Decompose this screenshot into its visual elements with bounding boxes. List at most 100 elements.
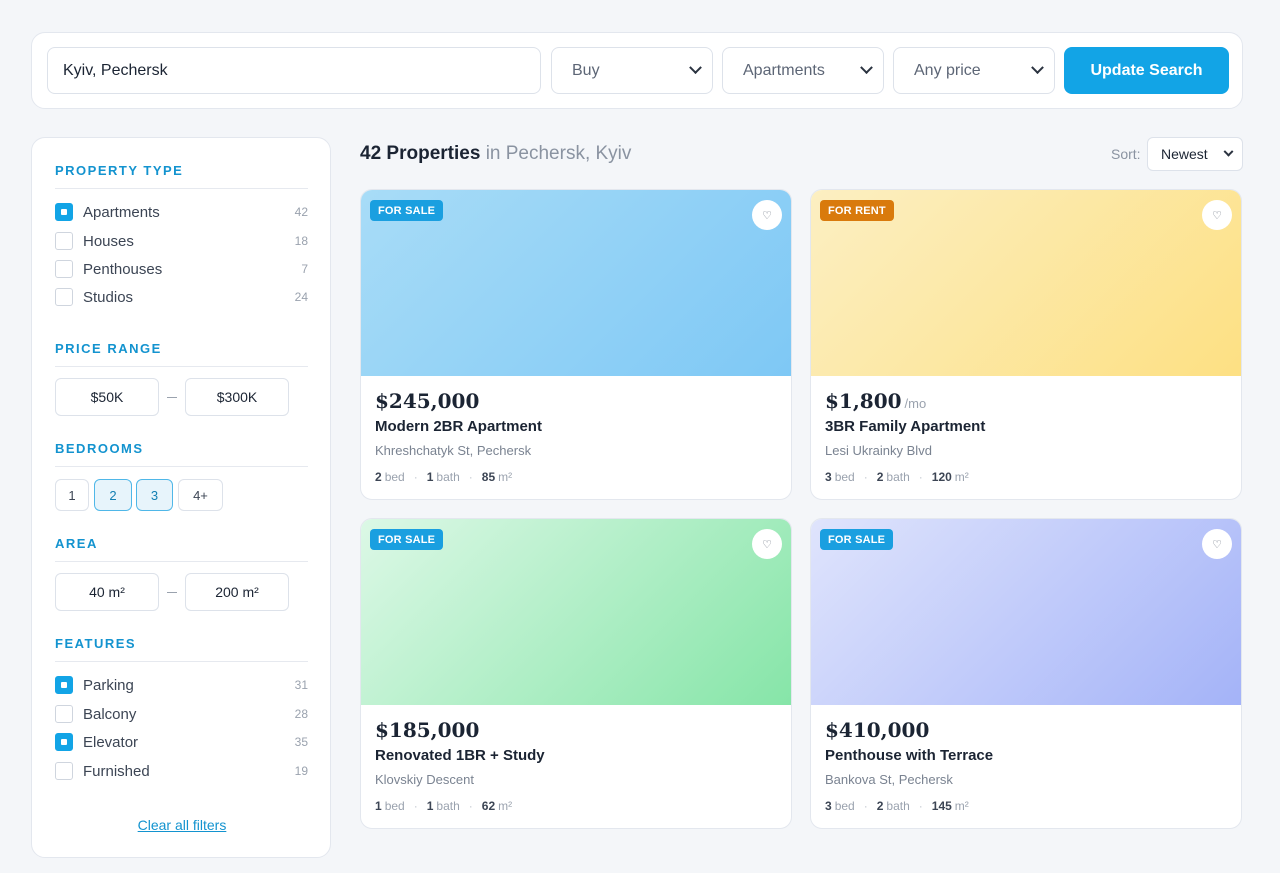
area-unit: m²: [954, 470, 969, 484]
bedrooms-option-1[interactable]: 1: [55, 479, 89, 511]
filter-label: Balcony: [83, 705, 137, 723]
listing-price: $1,800/mo: [825, 389, 927, 413]
filter-furnished[interactable]: Furnished 19: [55, 760, 308, 782]
filter-studios[interactable]: Studios 24: [55, 286, 308, 308]
baths-unit: bath: [886, 470, 910, 484]
beds-value: 3: [825, 470, 832, 484]
filter-count: 31: [294, 678, 308, 692]
balcony-checkbox[interactable]: [55, 705, 73, 723]
filter-count: 18: [294, 234, 308, 248]
studios-checkbox[interactable]: [55, 288, 73, 306]
listing-card[interactable]: FOR RENT ♡ $1,800/mo 3BR Family Apartmen…: [810, 189, 1242, 500]
parking-checkbox[interactable]: [55, 676, 73, 694]
listing-badge: FOR SALE: [370, 529, 444, 550]
clear-filters-link[interactable]: Clear all filters: [137, 817, 227, 833]
property-type-value: Apartments: [743, 61, 825, 79]
filter-houses[interactable]: Houses 18: [55, 230, 308, 252]
listing-address: Lesi Ukrainky Blvd: [825, 443, 932, 458]
beds-unit: bed: [384, 799, 405, 813]
filter-count: 35: [294, 735, 308, 749]
features-heading: FEATURES: [55, 636, 308, 662]
area-value: 120: [931, 470, 952, 484]
listing-price: $185,000: [375, 718, 480, 742]
heart-icon[interactable]: ♡: [1202, 529, 1232, 559]
bedrooms-option-3[interactable]: 3: [136, 479, 173, 511]
listing-card[interactable]: FOR SALE ♡ $410,000 Penthouse with Terra…: [810, 518, 1242, 829]
filter-elevator[interactable]: Elevator 35: [55, 731, 308, 753]
listing-specs: 3 bed · 2 bath · 145 m²: [825, 799, 969, 813]
sort-label: Sort:: [1111, 146, 1141, 162]
range-separator: [167, 397, 177, 398]
listing-image: [811, 190, 1241, 376]
property-type-select[interactable]: Apartments: [722, 47, 884, 94]
listing-badge: FOR SALE: [820, 529, 894, 550]
filter-count: 7: [301, 262, 308, 276]
area-max-input[interactable]: 200 m²: [185, 573, 289, 611]
filter-count: 24: [294, 290, 308, 304]
listing-price: $410,000: [825, 718, 930, 742]
area-heading: AREA: [55, 536, 308, 562]
filter-penthouses[interactable]: Penthouses 7: [55, 258, 308, 280]
listing-title: Modern 2BR Apartment: [375, 418, 542, 435]
filter-label: Elevator: [83, 733, 139, 751]
area-min-input[interactable]: 40 m²: [55, 573, 159, 611]
listing-card[interactable]: FOR SALE ♡ $185,000 Renovated 1BR + Stud…: [360, 518, 792, 829]
filter-label: Studios: [83, 288, 134, 306]
area-unit: m²: [954, 799, 969, 813]
filter-label: Penthouses: [83, 260, 163, 278]
penthouses-checkbox[interactable]: [55, 260, 73, 278]
price-min-input[interactable]: $50K: [55, 378, 159, 416]
search-bar: Buy Apartments Any price Update Search: [31, 32, 1243, 109]
beds-unit: bed: [834, 799, 855, 813]
sort-select[interactable]: Newest: [1147, 137, 1243, 171]
range-separator: [167, 592, 177, 593]
baths-unit: bath: [436, 799, 460, 813]
filter-apartments[interactable]: Apartments 42: [55, 201, 308, 223]
property-type-heading: PROPERTY TYPE: [55, 163, 308, 189]
area-unit: m²: [498, 799, 513, 813]
beds-unit: bed: [384, 470, 405, 484]
filter-label: Parking: [83, 676, 134, 694]
chevron-down-icon: [860, 61, 873, 75]
listing-specs: 2 bed · 1 bath · 85 m²: [375, 470, 513, 484]
listing-image: [361, 190, 791, 376]
listing-address: Bankova St, Pechersk: [825, 772, 953, 787]
bedrooms-option-2[interactable]: 2: [94, 479, 132, 511]
price-select[interactable]: Any price: [893, 47, 1055, 94]
apartments-checkbox[interactable]: [55, 203, 73, 221]
filter-count: 28: [294, 707, 308, 721]
listing-image: [811, 519, 1241, 705]
results-count: 42 Properties: [360, 143, 481, 164]
location-input[interactable]: [47, 47, 541, 94]
price-max-input[interactable]: $300K: [185, 378, 289, 416]
filter-parking[interactable]: Parking 31: [55, 674, 308, 696]
listing-title: 3BR Family Apartment: [825, 418, 986, 435]
bedrooms-option-4plus[interactable]: 4+: [178, 479, 223, 511]
listing-address: Khreshchatyk St, Pechersk: [375, 443, 532, 458]
filter-balcony[interactable]: Balcony 28: [55, 703, 308, 725]
listing-title: Penthouse with Terrace: [825, 747, 994, 764]
filter-count: 19: [294, 764, 308, 778]
baths-value: 2: [876, 470, 884, 484]
area-value: 62: [481, 799, 496, 813]
update-search-button[interactable]: Update Search: [1064, 47, 1229, 94]
listing-title: Renovated 1BR + Study: [375, 747, 545, 764]
houses-checkbox[interactable]: [55, 232, 73, 250]
listing-specs: 3 bed · 2 bath · 120 m²: [825, 470, 969, 484]
furnished-checkbox[interactable]: [55, 762, 73, 780]
results-heading: 42 Properties in Pechersk, Kyiv: [360, 143, 631, 165]
listing-badge: FOR RENT: [820, 200, 894, 221]
heart-icon[interactable]: ♡: [752, 529, 782, 559]
bedrooms-heading: BEDROOMS: [55, 441, 308, 467]
listing-card[interactable]: FOR SALE ♡ $245,000 Modern 2BR Apartment…: [360, 189, 792, 500]
filter-label: Furnished: [83, 762, 150, 780]
price-value: Any price: [914, 61, 981, 79]
listing-specs: 1 bed · 1 bath · 62 m²: [375, 799, 513, 813]
elevator-checkbox[interactable]: [55, 733, 73, 751]
heart-icon[interactable]: ♡: [1202, 200, 1232, 230]
listing-mode-select[interactable]: Buy: [551, 47, 713, 94]
baths-value: 1: [426, 470, 434, 484]
heart-icon[interactable]: ♡: [752, 200, 782, 230]
baths-unit: bath: [436, 470, 460, 484]
filter-label: Houses: [83, 232, 134, 250]
